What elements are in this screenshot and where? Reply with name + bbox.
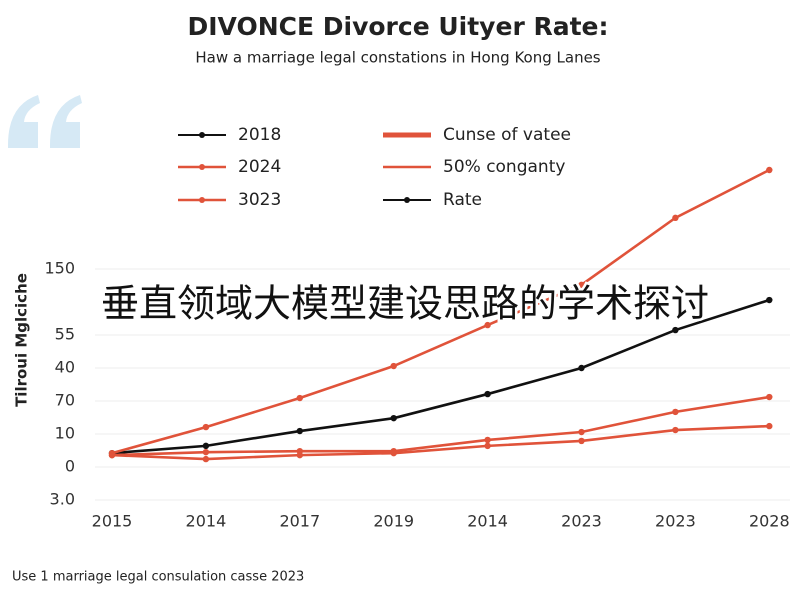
data-point <box>484 436 491 444</box>
x-tick-label: 2028 <box>749 512 790 531</box>
data-point <box>672 214 679 222</box>
data-point <box>672 326 679 334</box>
x-tick-label: 2017 <box>279 512 320 531</box>
y-tick-label: 70 <box>55 391 75 410</box>
y-tick-label: 10 <box>55 424 75 443</box>
series-line <box>111 395 770 457</box>
series-line <box>111 168 770 455</box>
x-tick-label: 2015 <box>92 512 133 531</box>
quote-icon <box>8 95 82 148</box>
data-point <box>484 390 491 398</box>
legend-marker <box>404 197 410 203</box>
series-line <box>111 424 770 461</box>
data-point <box>390 414 397 422</box>
data-point <box>766 422 773 430</box>
data-point <box>484 321 491 329</box>
data-point <box>672 426 679 434</box>
y-tick-label: 3.0 <box>50 490 75 509</box>
x-tick-label: 2019 <box>373 512 414 531</box>
legend-label: 2018 <box>238 125 281 145</box>
y-tick-label: 55 <box>55 325 75 344</box>
chart-subtitle: Haw a marriage legal constations in Hong… <box>195 49 600 67</box>
legend-label: 2024 <box>238 157 281 177</box>
data-point <box>202 455 210 463</box>
series-line <box>111 298 770 455</box>
y-tick-label: 40 <box>55 358 75 377</box>
overlay-text: 垂直领域大模型建设思路的学术探讨 <box>101 282 709 326</box>
legend-label: 3023 <box>238 190 281 210</box>
x-tick-label: 2023 <box>655 512 696 531</box>
legend-label: Cunse of vatee <box>443 125 571 145</box>
legend-marker <box>199 132 205 138</box>
data-point <box>766 296 773 304</box>
data-point <box>390 362 397 370</box>
data-point <box>578 437 585 445</box>
data-point <box>296 427 303 435</box>
data-point <box>296 394 303 402</box>
legend-label: 50% conganty <box>443 157 565 177</box>
data-point <box>578 428 585 436</box>
data-point <box>296 451 303 459</box>
data-point <box>202 448 210 456</box>
data-point <box>672 408 679 416</box>
data-point <box>202 442 210 450</box>
data-point <box>578 281 585 289</box>
x-tick-label: 2023 <box>561 512 602 531</box>
chart-title: DIVONCE Divorce Uityer Rate: <box>188 12 609 41</box>
y-tick-label: 150 <box>44 259 75 278</box>
x-tick-label: 2014 <box>467 512 508 531</box>
y-tick-label: 0 <box>65 457 75 476</box>
data-point <box>202 423 210 431</box>
legend-label: Rate <box>443 190 482 210</box>
y-axis-label: Tilroui Mglciche <box>13 273 31 407</box>
data-point <box>578 364 585 372</box>
legend-marker <box>199 197 205 203</box>
footnote: Use 1 marriage legal consulation casse 2… <box>12 570 304 585</box>
data-point <box>766 393 773 401</box>
x-tick-label: 2014 <box>186 512 227 531</box>
legend-marker <box>199 164 205 170</box>
data-point <box>484 442 491 450</box>
data-point <box>108 451 116 459</box>
data-point <box>766 166 773 174</box>
data-point <box>390 449 397 457</box>
